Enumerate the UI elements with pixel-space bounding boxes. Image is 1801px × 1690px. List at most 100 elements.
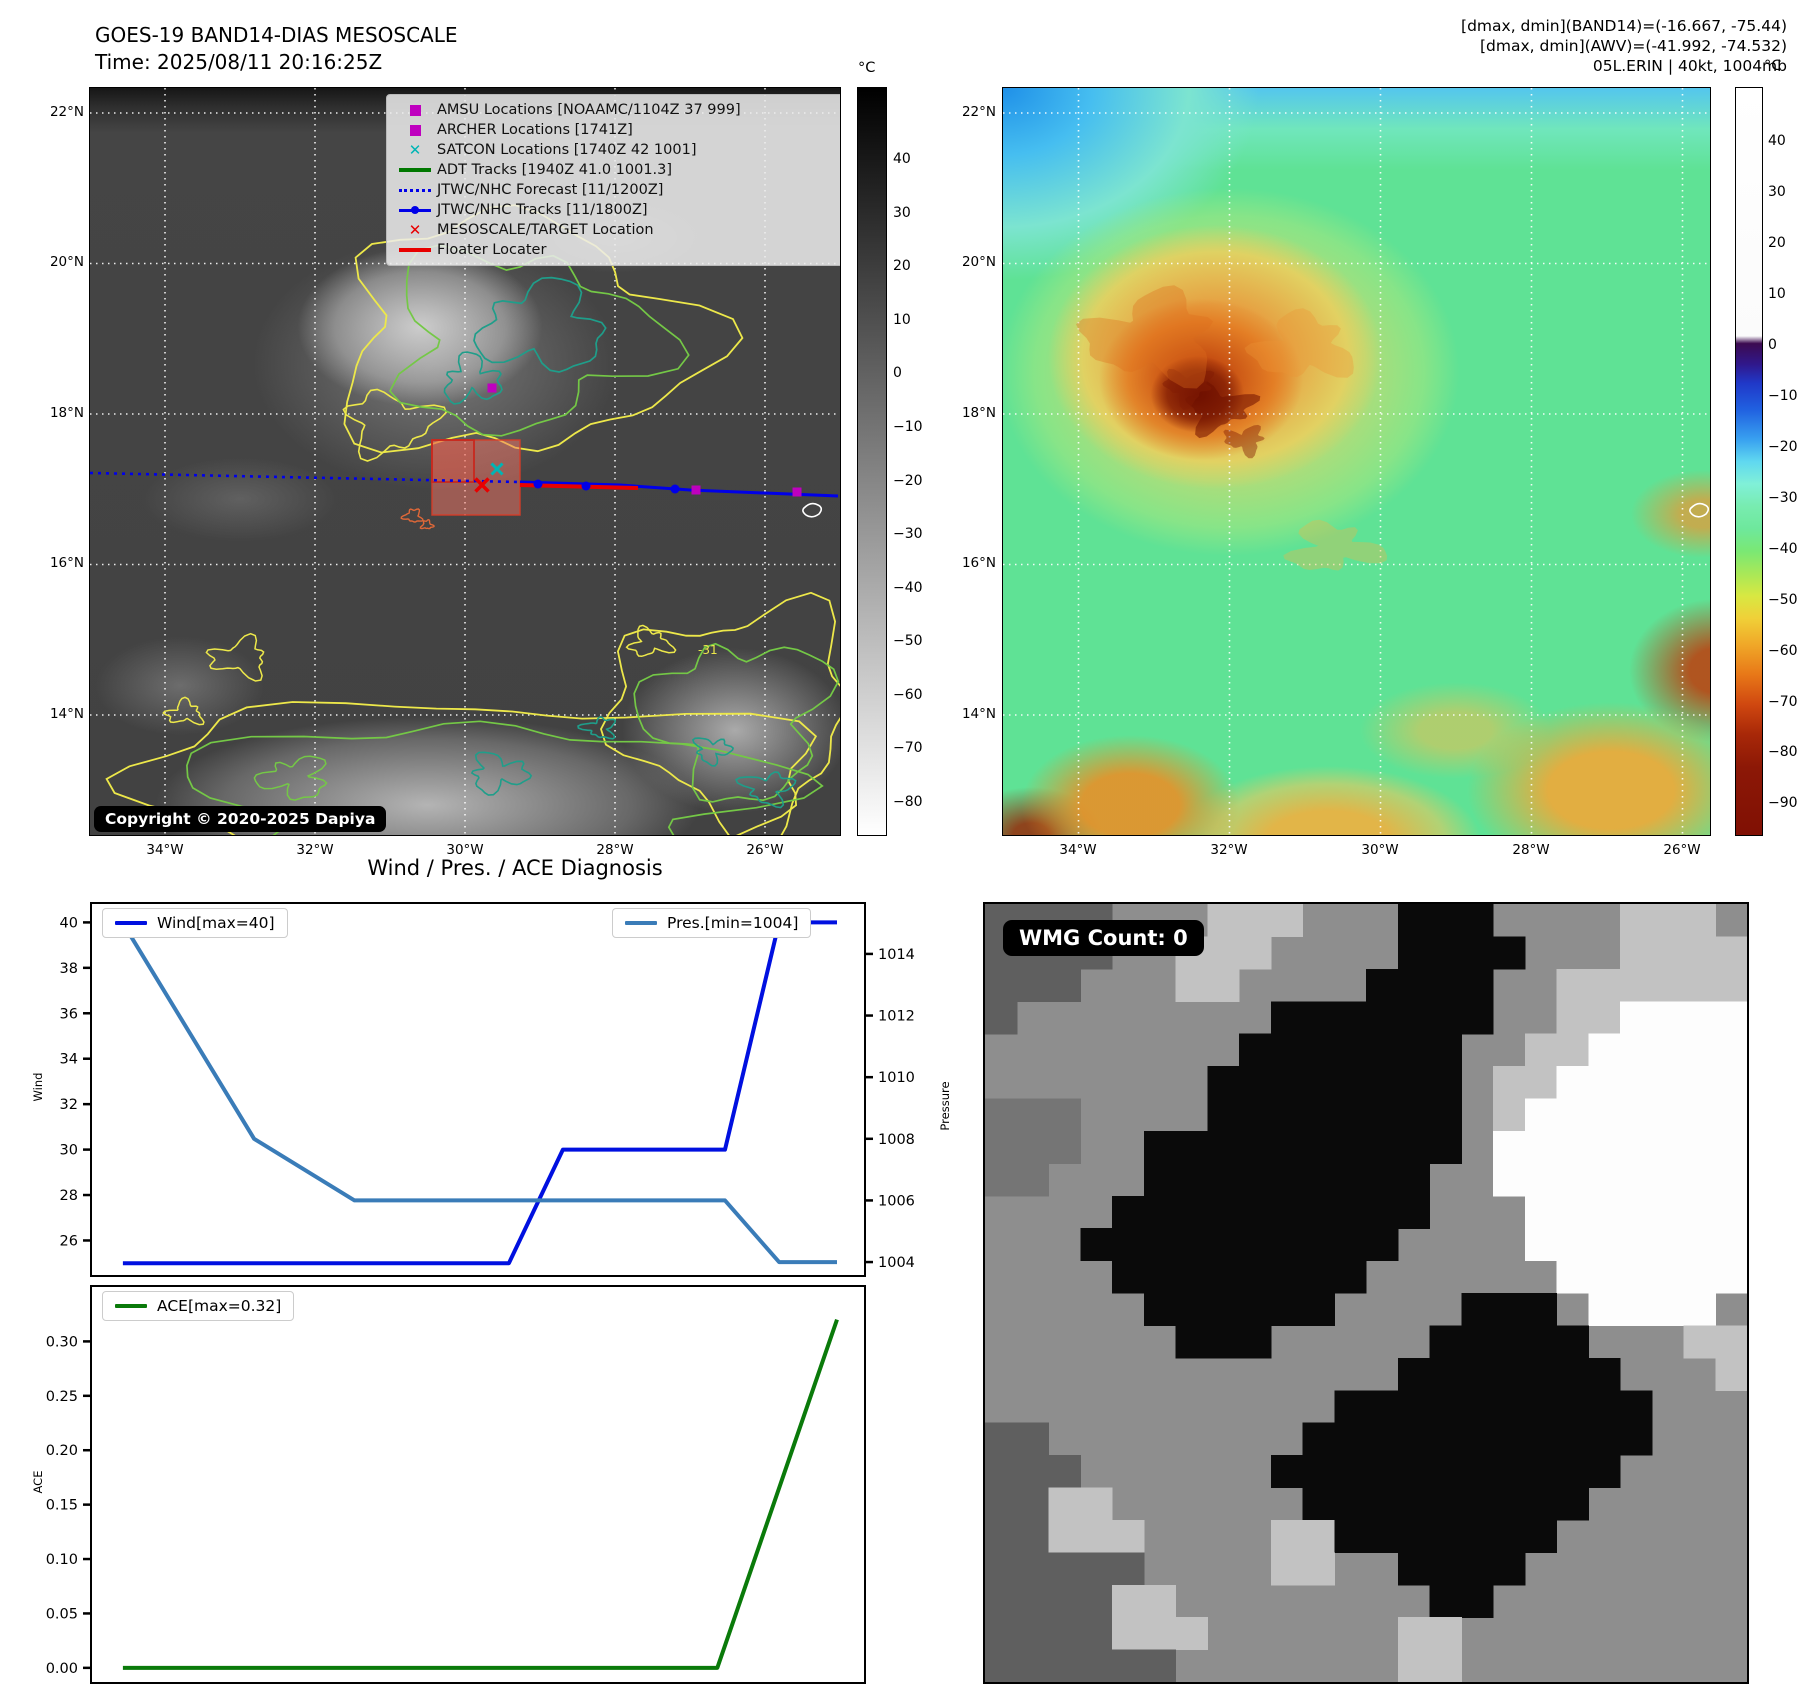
colorbar-tick: −30 <box>893 526 923 543</box>
y-tick-label: 0.25 <box>46 1389 78 1405</box>
y-tick-label: 40 <box>60 915 78 931</box>
colorbar-tick: −80 <box>893 793 923 810</box>
legend-label: Floater Locater <box>437 242 547 258</box>
y-tick-label: 26 <box>60 1233 78 1249</box>
line-dot-icon <box>399 206 431 215</box>
y-tick-label: 28 <box>60 1188 78 1204</box>
line-green-icon <box>393 168 437 172</box>
legend-line-sample <box>115 920 147 926</box>
series-name: Pres.[min=1004] <box>667 914 799 932</box>
legend-label: ADT Tracks [1940Z 41.0 1001.3] <box>437 162 673 178</box>
y-tick-label: 1014 <box>878 947 915 963</box>
square-icon <box>409 124 421 136</box>
colorbar-tick: 20 <box>1768 234 1786 251</box>
colorbar-tick: 0 <box>1768 336 1777 353</box>
legend-label: AMSU Locations [NOAAMC/1104Z 37 999] <box>437 102 741 118</box>
colorbar1-unit: °C <box>858 60 876 76</box>
lon-label: 26°W <box>1663 842 1701 858</box>
y-tick-label: 30 <box>60 1143 78 1159</box>
legend-row: ADT Tracks [1940Z 41.0 1001.3] <box>393 160 840 180</box>
colorbar-tick: −20 <box>893 472 923 489</box>
lat-label: 20°N <box>961 254 996 270</box>
wmg-raster <box>985 904 1747 1682</box>
ace-chart: 0.00 0.05 0.10 0.15 0.20 0.25 0.30 ACE[max=0.3… <box>46 1285 866 1684</box>
y-tick-label: 32 <box>60 1097 78 1113</box>
lat-label: 14°N <box>961 706 996 722</box>
wind-pressure-chart: 26 28 30 32 34 36 38 40 1004 1006 1008 1010 1012 1014… <box>60 902 915 1277</box>
line-icon <box>399 168 431 172</box>
colorbar-tick: −40 <box>1768 540 1798 557</box>
dotted-line-icon <box>399 188 431 192</box>
y-tick-label: 36 <box>60 1006 78 1022</box>
colorbar-tick: −40 <box>893 579 923 596</box>
y-tick-label: 0.10 <box>46 1552 78 1568</box>
x-icon: ✕ <box>408 141 422 159</box>
lon-label: 28°W <box>596 842 634 858</box>
legend-label: MESOSCALE/TARGET Location <box>437 222 654 238</box>
colorbar-tick: 30 <box>1768 183 1786 200</box>
wmg-count-badge: WMG Count: 0 <box>1003 920 1204 956</box>
lon-label: 32°W <box>296 842 334 858</box>
legend-row: ✕ SATCON Locations [1740Z 42 1001] <box>393 140 840 160</box>
lon-label: 32°W <box>1210 842 1248 858</box>
legend-label: ARCHER Locations [1741Z] <box>437 122 633 138</box>
legend-label: JTWC/NHC Tracks [11/1800Z] <box>437 202 648 218</box>
square-icon <box>409 104 421 116</box>
colorbar-tick: −30 <box>1768 489 1798 506</box>
colorbar-tick: −70 <box>1768 693 1798 710</box>
dotted-blue-icon <box>393 188 437 192</box>
chart-legend: Wind[max=40] <box>102 908 288 938</box>
colorbar-tick: 20 <box>893 258 911 275</box>
y-tick-label: 1010 <box>878 1070 915 1086</box>
storm-id-intensity: 05L.ERIN | 40kt, 1004mb <box>1592 57 1787 75</box>
colorbar-tick: −90 <box>1768 795 1798 812</box>
map-legend: AMSU Locations [NOAAMC/1104Z 37 999] ARCH… <box>386 94 840 266</box>
chart-legend: ACE[max=0.32] <box>102 1291 295 1321</box>
legend-row: AMSU Locations [NOAAMC/1104Z 37 999] <box>393 100 840 120</box>
y-tick-label: 0.30 <box>46 1334 78 1350</box>
tr-header-block: [dmax, dmin](BAND14)=(-16.667, -75.44) [… <box>1461 16 1787 76</box>
copyright-badge: Copyright © 2020-2025 Dapiya <box>94 806 387 832</box>
dmax-dmin-awv: [dmax, dmin](AWV)=(-41.992, -74.532) <box>1480 37 1787 55</box>
legend-line-sample <box>625 920 657 926</box>
x-cyan-icon: ✕ <box>393 141 437 159</box>
lat-label: 16°N <box>49 555 84 571</box>
y-tick-label: 0.15 <box>46 1498 78 1514</box>
colorbar-tick: 0 <box>893 365 902 382</box>
y-tick-label: 1004 <box>878 1255 915 1271</box>
y-tick-label: 1006 <box>878 1193 915 1209</box>
lat-label: 16°N <box>961 555 996 571</box>
lat-label: 20°N <box>49 254 84 270</box>
legend-row: Floater Locater <box>393 240 840 260</box>
diagnosis-title: Wind / Pres. / ACE Diagnosis <box>367 856 663 880</box>
y-tick-label: 1008 <box>878 1132 915 1148</box>
colorbar-tick: −80 <box>1768 744 1798 761</box>
square-magenta-icon <box>393 124 437 136</box>
colorbar-tick: −50 <box>1768 591 1798 608</box>
y-tick-label: 1012 <box>878 1009 915 1025</box>
y-tick-label: 0.05 <box>46 1606 78 1622</box>
lat-label: 22°N <box>49 104 84 120</box>
ace-axis-label: ACE <box>31 1470 45 1494</box>
grayscale-colorbar <box>857 87 887 836</box>
pressure-axis-label: Pressure <box>938 1081 952 1131</box>
lon-label: 30°W <box>446 842 484 858</box>
lon-label: 28°W <box>1512 842 1550 858</box>
band14-satellite-map: -31 AMSU Locations [NOAAMC/1104Z 37 999]… <box>89 87 841 836</box>
y-tick-label: 38 <box>60 961 78 977</box>
wind-axis-label: Wind <box>31 1072 45 1102</box>
colorbar-tick: 40 <box>1768 133 1786 149</box>
colorbar-tick: −10 <box>1768 387 1798 404</box>
legend-label: JTWC/NHC Forecast [11/1200Z] <box>437 182 664 198</box>
legend-line-sample <box>115 1303 147 1309</box>
colorbar-tick: −60 <box>893 686 923 703</box>
satellite-timestamp: Time: 2025/08/11 20:16:25Z <box>95 50 383 74</box>
colorbar-tick: −50 <box>893 633 923 650</box>
awv-color-satellite-map <box>1002 87 1711 836</box>
satellite-title: GOES-19 BAND14-DIAS MESOSCALE <box>95 23 458 47</box>
lon-label: 26°W <box>746 842 784 858</box>
legend-row: JTWC/NHC Tracks [11/1800Z] <box>393 200 840 220</box>
legend-row: ARCHER Locations [1741Z] <box>393 120 840 140</box>
colorbar-tick: −10 <box>893 419 923 436</box>
